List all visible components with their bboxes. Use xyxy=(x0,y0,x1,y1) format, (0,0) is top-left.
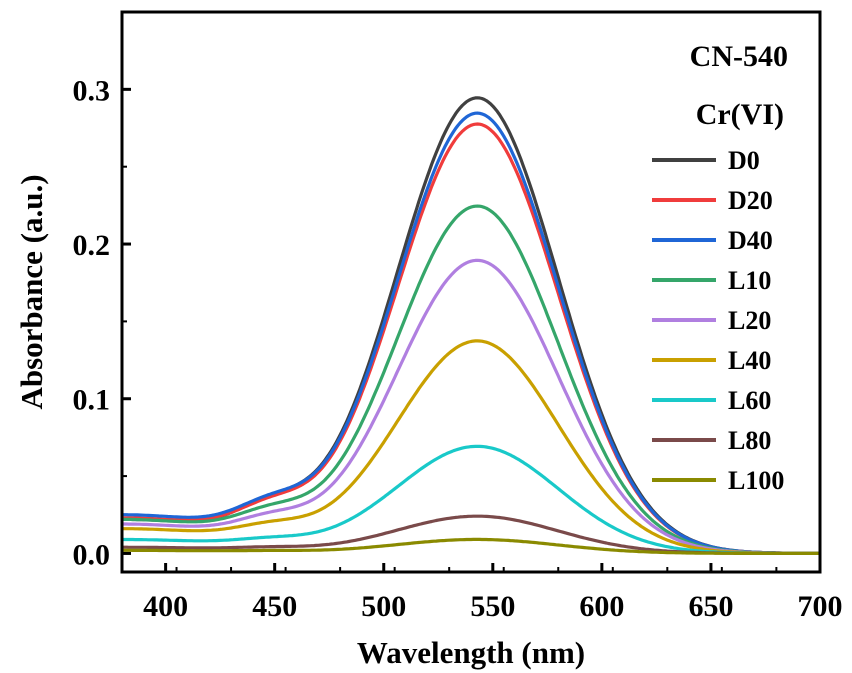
legend-label-l100: L100 xyxy=(728,466,784,495)
series-curves xyxy=(122,96,820,555)
series-l10-line xyxy=(122,204,820,555)
series-l40-line xyxy=(122,339,820,555)
y-axis-title: Absorbance (a.u.) xyxy=(14,174,49,409)
y-tick-label: 0.1 xyxy=(73,384,111,417)
legend: D0 D20 D40 L10 L20 L40 L60 L80 L100 xyxy=(652,146,784,495)
legend-label-d20: D20 xyxy=(728,186,773,215)
legend-label-l20: L20 xyxy=(728,306,771,335)
legend-label-l10: L10 xyxy=(728,266,771,295)
x-axis: 400 450 500 550 600 650 700 xyxy=(121,563,843,623)
y-tick-label: 0.0 xyxy=(73,538,111,571)
x-tick-label: 650 xyxy=(688,590,733,623)
y-tick-label: 0.3 xyxy=(73,74,111,107)
x-tick-label: 450 xyxy=(252,590,297,623)
series-d0-line xyxy=(122,96,820,555)
legend-title: Cr(VI) xyxy=(696,98,784,131)
x-tick-label: 550 xyxy=(470,590,515,623)
series-d20-line xyxy=(122,122,820,555)
x-tick-label: 400 xyxy=(143,590,188,623)
x-axis-title: Wavelength (nm) xyxy=(357,635,585,670)
x-tick-label: 600 xyxy=(579,590,624,623)
legend-label-d40: D40 xyxy=(728,226,773,255)
legend-label-l60: L60 xyxy=(728,386,771,415)
series-d40-line xyxy=(122,111,820,555)
series-l20-line xyxy=(122,258,820,555)
series-l100-line xyxy=(122,537,820,555)
series-l60-line xyxy=(122,444,820,555)
chart-title: CN-540 xyxy=(690,40,788,73)
y-tick-label: 0.2 xyxy=(73,229,111,262)
legend-label-l40: L40 xyxy=(728,346,771,375)
legend-label-d0: D0 xyxy=(728,146,760,175)
legend-label-l80: L80 xyxy=(728,426,771,455)
x-tick-label: 500 xyxy=(361,590,406,623)
plot-frame xyxy=(120,10,822,574)
y-axis: 0.0 0.1 0.2 0.3 xyxy=(73,74,131,571)
x-tick-label: 700 xyxy=(798,590,843,623)
